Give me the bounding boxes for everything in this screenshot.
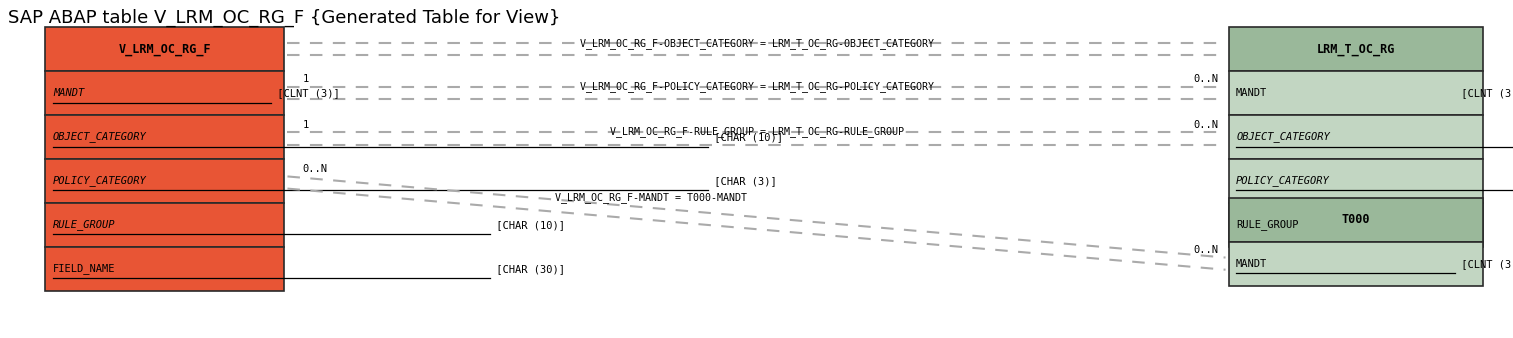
- Text: V_LRM_OC_RG_F-RULE_GROUP = LRM_T_OC_RG-RULE_GROUP: V_LRM_OC_RG_F-RULE_GROUP = LRM_T_OC_RG-R…: [610, 126, 903, 137]
- Text: RULE_GROUP: RULE_GROUP: [53, 219, 115, 230]
- Text: 0..N: 0..N: [1192, 120, 1218, 130]
- Text: POLICY_CATEGORY: POLICY_CATEGORY: [53, 175, 147, 186]
- Text: [CLNT (3)]: [CLNT (3)]: [271, 88, 340, 98]
- Bar: [45, 115, 284, 159]
- Text: LRM_T_OC_RG: LRM_T_OC_RG: [1316, 43, 1395, 55]
- Text: V_LRM_OC_RG_F-OBJECT_CATEGORY = LRM_T_OC_RG-OBJECT_CATEGORY: V_LRM_OC_RG_F-OBJECT_CATEGORY = LRM_T_OC…: [579, 39, 934, 49]
- Text: 0..N: 0..N: [1192, 74, 1218, 84]
- Bar: [1229, 159, 1483, 203]
- Text: POLICY_CATEGORY: POLICY_CATEGORY: [1236, 175, 1330, 186]
- Text: 1: 1: [303, 74, 309, 84]
- Text: [CHAR (30)]: [CHAR (30)]: [490, 264, 564, 274]
- Text: RULE_GROUP: RULE_GROUP: [1236, 219, 1298, 230]
- Bar: [1229, 198, 1483, 242]
- Text: [CHAR (10)]: [CHAR (10)]: [490, 220, 564, 230]
- Bar: [1229, 242, 1483, 286]
- Text: [CLNT (3)]: [CLNT (3)]: [1454, 88, 1513, 98]
- Text: FIELD_NAME: FIELD_NAME: [53, 263, 115, 274]
- Text: V_LRM_OC_RG_F-MANDT = T000-MANDT: V_LRM_OC_RG_F-MANDT = T000-MANDT: [555, 192, 746, 203]
- Text: 0..N: 0..N: [303, 164, 328, 174]
- Bar: [1229, 203, 1483, 247]
- Bar: [45, 159, 284, 203]
- Text: [CLNT (3)]: [CLNT (3)]: [1454, 259, 1513, 269]
- Bar: [1229, 115, 1483, 159]
- Text: MANDT: MANDT: [1236, 88, 1268, 98]
- Bar: [1229, 27, 1483, 71]
- Bar: [1229, 71, 1483, 115]
- Text: 1: 1: [303, 120, 309, 130]
- Text: MANDT: MANDT: [53, 88, 85, 98]
- Text: [CHAR (3)]: [CHAR (3)]: [708, 176, 778, 186]
- Bar: [45, 27, 284, 71]
- Text: OBJECT_CATEGORY: OBJECT_CATEGORY: [1236, 131, 1330, 142]
- Text: MANDT: MANDT: [1236, 259, 1268, 269]
- Text: [CHAR (10)]: [CHAR (10)]: [708, 132, 784, 142]
- Text: SAP ABAP table V_LRM_OC_RG_F {Generated Table for View}: SAP ABAP table V_LRM_OC_RG_F {Generated …: [8, 8, 560, 27]
- Text: V_LRM_OC_RG_F-POLICY_CATEGORY = LRM_T_OC_RG-POLICY_CATEGORY: V_LRM_OC_RG_F-POLICY_CATEGORY = LRM_T_OC…: [579, 81, 934, 92]
- Text: OBJECT_CATEGORY: OBJECT_CATEGORY: [53, 131, 147, 142]
- Text: 0..N: 0..N: [1192, 245, 1218, 255]
- Bar: [45, 247, 284, 291]
- Text: T000: T000: [1342, 213, 1369, 226]
- Text: V_LRM_OC_RG_F: V_LRM_OC_RG_F: [118, 43, 212, 55]
- Bar: [45, 71, 284, 115]
- Bar: [45, 203, 284, 247]
